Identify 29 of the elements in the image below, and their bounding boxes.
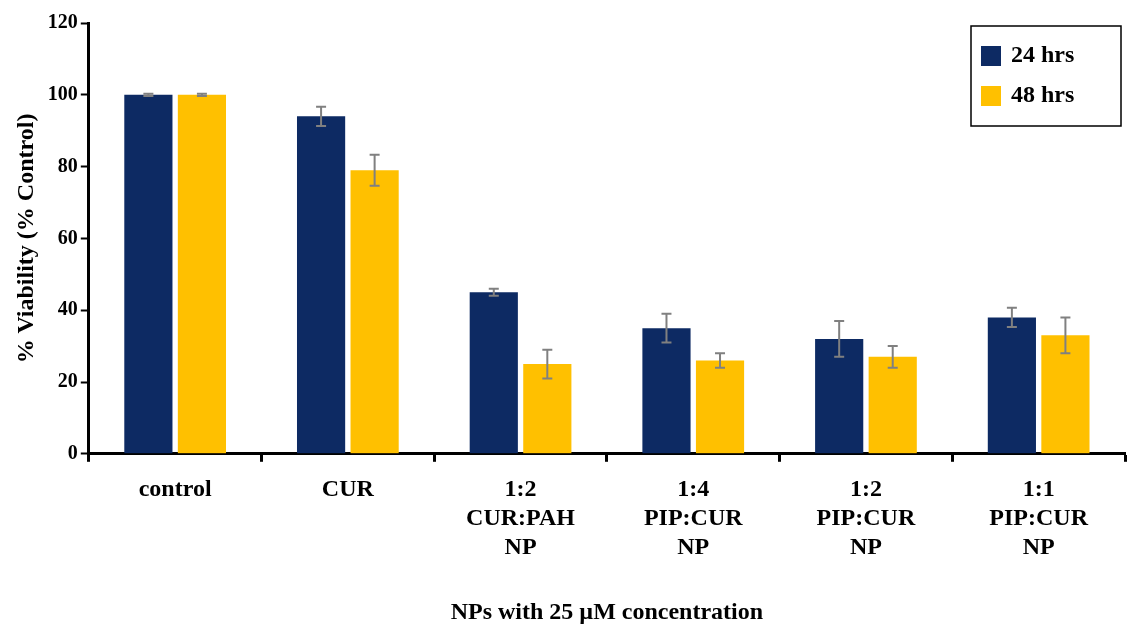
legend-label: 48 hrs [1011, 81, 1075, 108]
bar [124, 94, 173, 454]
bar [469, 292, 518, 454]
x-tick-label: 1:2 PIP:CUR NP [816, 475, 916, 559]
bar [1041, 335, 1090, 454]
bar [868, 356, 917, 454]
y-tick-label: 80 [57, 153, 78, 176]
x-tick-label: 1:1 PIP:CUR NP [989, 475, 1089, 559]
y-tick-label: 40 [57, 297, 78, 320]
y-tick-label: 120 [47, 10, 78, 33]
bar [523, 364, 572, 454]
y-axis-title: % Viability (% Control) [11, 113, 38, 364]
bar [177, 94, 227, 454]
bar [350, 170, 399, 454]
x-tick-label: CUR [321, 475, 375, 502]
y-tick-label: 100 [47, 81, 78, 104]
bar [815, 338, 864, 454]
bar [642, 328, 691, 454]
bar [695, 360, 745, 454]
x-axis-title: NPs with 25 µM concentration [450, 597, 764, 624]
x-tick-label: control [138, 475, 212, 502]
legend-label: 24 hrs [1011, 41, 1075, 68]
x-tick-label: 1:2 CUR:PAH NP [466, 475, 576, 559]
bar [987, 317, 1036, 454]
y-tick-label: 20 [57, 369, 78, 392]
bar [296, 116, 346, 454]
y-tick-label: 0 [67, 440, 78, 463]
x-tick-label: 1:4 PIP:CUR NP [643, 475, 744, 559]
y-tick-label: 60 [57, 225, 78, 248]
